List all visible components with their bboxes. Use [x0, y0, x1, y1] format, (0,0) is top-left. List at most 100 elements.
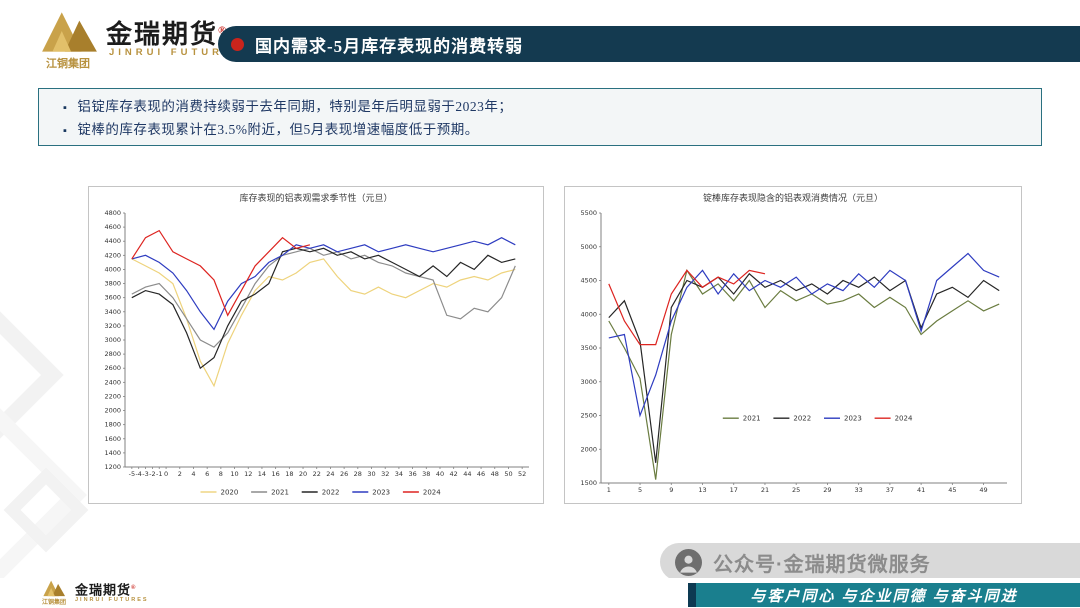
footer: 江铜集团 金瑞期货® JINRUI FUTURES 与客户同心 与企业同德 与奋…	[0, 578, 1080, 608]
red-dot-icon	[231, 37, 244, 51]
summary-bullet: 锭棒的库存表现累计在3.5%附近，但5月表现增速幅度低于预期。	[63, 119, 1041, 142]
y-tick-label: 3500	[580, 344, 597, 352]
chart-title: 库存表现的铝表观需求季节性（元旦）	[239, 193, 393, 203]
series-2023	[131, 237, 516, 331]
line-chart: 1200140016001800200022002400260028003000…	[104, 209, 529, 497]
legend-label-2021: 2021	[271, 489, 289, 497]
y-tick-label: 1200	[104, 463, 121, 471]
brand-name-en: JINRUI FUTURES	[75, 596, 149, 603]
y-tick-label: 1600	[104, 435, 121, 443]
series-2021	[131, 247, 516, 348]
x-tick-label: -5	[129, 470, 135, 478]
x-tick-label: 14	[258, 470, 266, 478]
x-tick-label: 8	[219, 470, 223, 478]
watermark-text: 公众号·金瑞期货微服务	[713, 553, 931, 576]
x-tick-label: 52	[518, 470, 526, 478]
x-tick-label: 1	[607, 486, 611, 494]
person-icon	[675, 548, 702, 576]
chart-panel-demand-seasonality: 库存表现的铝表观需求季节性（元旦） 1200 1400 1600 1800 2000 22…	[88, 186, 544, 504]
page-title: 国内需求-5月库存表现的消费转弱	[255, 36, 524, 56]
y-tick-label: 4800	[104, 209, 121, 217]
series-2024	[131, 229, 311, 317]
x-tick-label: -2	[149, 470, 155, 478]
legend-label-2022: 2022	[793, 415, 811, 423]
slogan-bar: 与客户同心 与企业同德 与奋斗同进	[688, 583, 1080, 607]
y-tick-label: 4600	[104, 223, 121, 231]
x-tick-label: 18	[285, 470, 293, 478]
y-tick-label: 4500	[580, 277, 597, 285]
x-tick-label: 5	[638, 486, 642, 494]
chart-title: 锭棒库存表现隐含的铝表观消费情况（元旦）	[702, 193, 883, 203]
line-chart-canvas: 1500 2000 2500 3000 3500 4000 4500 5000 5500 1 5 9 1…	[567, 207, 1019, 501]
x-tick-label: 33	[855, 486, 863, 494]
x-tick-label: 22	[313, 470, 321, 478]
summary-box: 铝锭库存表现的消费持续弱于去年同期，特别是年后明显弱于2023年； 锭棒的库存表…	[38, 88, 1042, 146]
y-tick-label: 2400	[104, 378, 121, 386]
y-tick-label: 4000	[104, 265, 121, 273]
x-tick-label: -1	[156, 470, 162, 478]
y-tick-label: 2600	[104, 364, 121, 372]
y-tick-label: 2200	[104, 392, 121, 400]
x-tick-label: 40	[436, 470, 444, 478]
y-tick-label: 5000	[580, 243, 597, 251]
legend-label-2023: 2023	[372, 489, 390, 497]
slogan-bar-cap	[688, 583, 696, 607]
y-tick-label: 3400	[104, 308, 121, 316]
y-tick-label: 1400	[104, 449, 121, 457]
y-tick-label: 2000	[104, 407, 121, 415]
x-tick-label: 49	[979, 486, 987, 494]
legend-label-2024: 2024	[895, 415, 913, 423]
line-chart: 1500 2000 2500 3000 3500 4000 4500 5000 5500 1 5 9 1…	[580, 209, 1007, 494]
x-tick-label: 20	[299, 470, 307, 478]
legend-label-2021: 2021	[743, 415, 761, 423]
registered-mark: ®	[218, 24, 227, 37]
x-tick-label: 24	[326, 470, 334, 478]
x-tick-label: 38	[422, 470, 430, 478]
y-tick-label: 3000	[104, 336, 121, 344]
x-tick-label: 10	[230, 470, 238, 478]
x-tick-label: 30	[367, 470, 375, 478]
series-2022	[131, 247, 516, 370]
x-tick-label: 6	[205, 470, 209, 478]
x-tick-label: 37	[886, 486, 894, 494]
x-tick-label: 46	[477, 470, 485, 478]
y-tick-label: 5500	[580, 209, 597, 217]
y-tick-label: 3800	[104, 280, 121, 288]
y-tick-label: 4000	[580, 310, 597, 318]
x-tick-label: 0	[164, 470, 168, 478]
chart-panel-consumption: 锭棒库存表现隐含的铝表观消费情况（元旦） 1500 2000 2500 3000 350…	[564, 186, 1022, 504]
y-tick-label: 2000	[580, 445, 597, 453]
x-tick-label: 36	[408, 470, 416, 478]
x-tick-label: 28	[354, 470, 362, 478]
x-tick-label: 34	[395, 470, 403, 478]
y-tick-label: 4400	[104, 237, 121, 245]
x-tick-label: 13	[698, 486, 706, 494]
x-tick-label: 17	[730, 486, 738, 494]
y-tick-label: 2500	[580, 412, 597, 420]
x-tick-label: 12	[244, 470, 252, 478]
line-chart-canvas: 1200 1400 1600 1800 2000 2200 2400 2600 2800 3000…	[91, 207, 541, 501]
x-tick-label: 44	[463, 470, 471, 478]
x-tick-label: 50	[504, 470, 512, 478]
wechat-watermark: 公众号·金瑞期货微服务	[660, 543, 1080, 581]
x-tick-label: 26	[340, 470, 348, 478]
brand-name: 金瑞期货®	[106, 20, 227, 49]
x-tick-label: 29	[823, 486, 831, 494]
y-tick-label: 1800	[104, 421, 121, 429]
y-tick-label: 3000	[580, 378, 597, 386]
x-tick-label: 45	[948, 486, 956, 494]
x-tick-label: 9	[669, 486, 673, 494]
series-2022	[608, 272, 1000, 463]
y-tick-label: 3200	[104, 322, 121, 330]
x-tick-label: 4	[191, 470, 195, 478]
y-tick-label: 1500	[580, 479, 597, 487]
series-2023	[608, 252, 1000, 418]
x-tick-label: 25	[792, 486, 800, 494]
series-2021	[608, 268, 1000, 480]
x-tick-label: 32	[381, 470, 389, 478]
x-tick-label: -4	[135, 470, 141, 478]
x-tick-label: 2	[178, 470, 182, 478]
legend-label-2023: 2023	[844, 415, 862, 423]
x-tick-label: 16	[272, 470, 280, 478]
title-banner: 国内需求-5月库存表现的消费转弱	[218, 26, 1080, 62]
